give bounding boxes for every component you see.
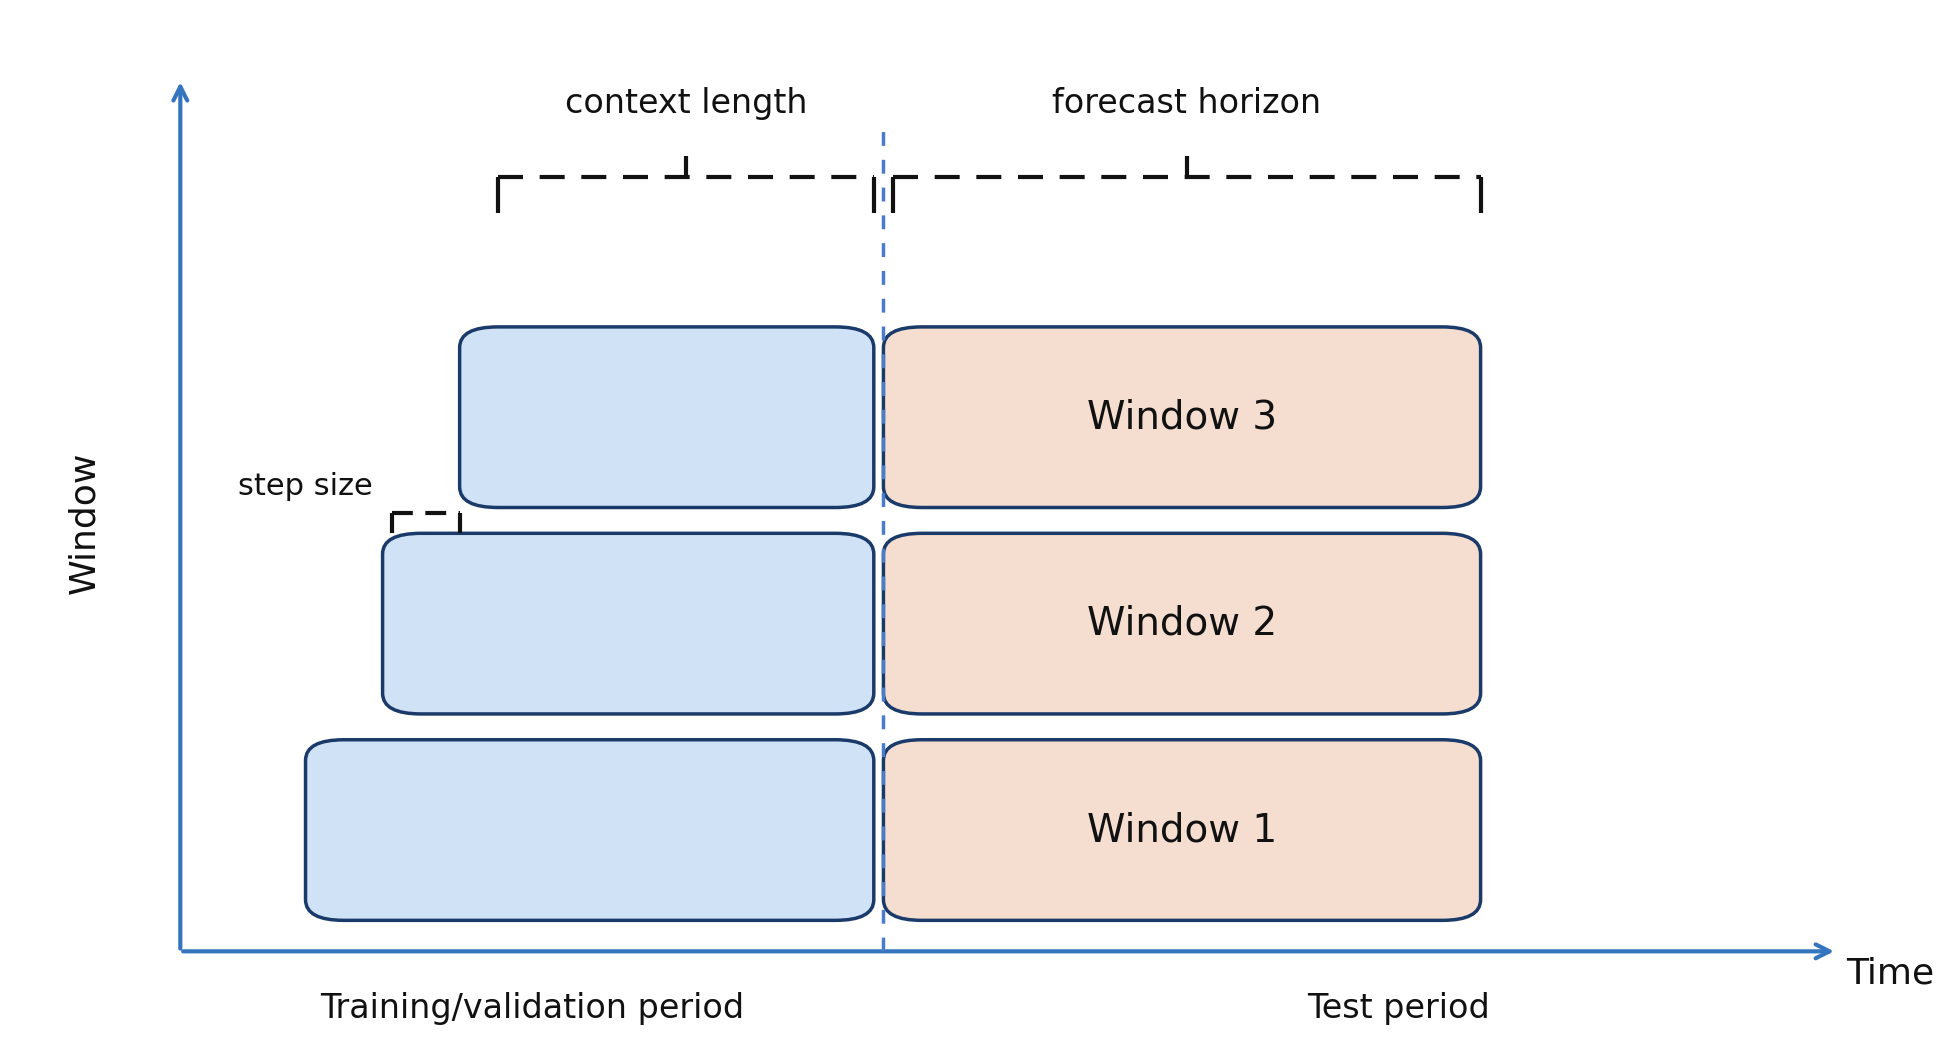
FancyBboxPatch shape (382, 533, 874, 714)
Text: Test period: Test period (1307, 992, 1490, 1025)
FancyBboxPatch shape (306, 740, 874, 920)
Text: Training/validation period: Training/validation period (319, 992, 745, 1025)
FancyBboxPatch shape (884, 740, 1480, 920)
FancyBboxPatch shape (884, 533, 1480, 714)
Text: step size: step size (239, 473, 372, 501)
Text: Time: Time (1846, 956, 1935, 991)
Text: Window 1: Window 1 (1088, 811, 1278, 849)
Text: Window 2: Window 2 (1088, 605, 1278, 642)
Text: Window 3: Window 3 (1088, 399, 1278, 436)
Text: Window: Window (67, 452, 102, 594)
Text: context length: context length (564, 88, 808, 120)
Text: forecast horizon: forecast horizon (1053, 88, 1321, 120)
FancyBboxPatch shape (461, 327, 874, 507)
FancyBboxPatch shape (884, 327, 1480, 507)
